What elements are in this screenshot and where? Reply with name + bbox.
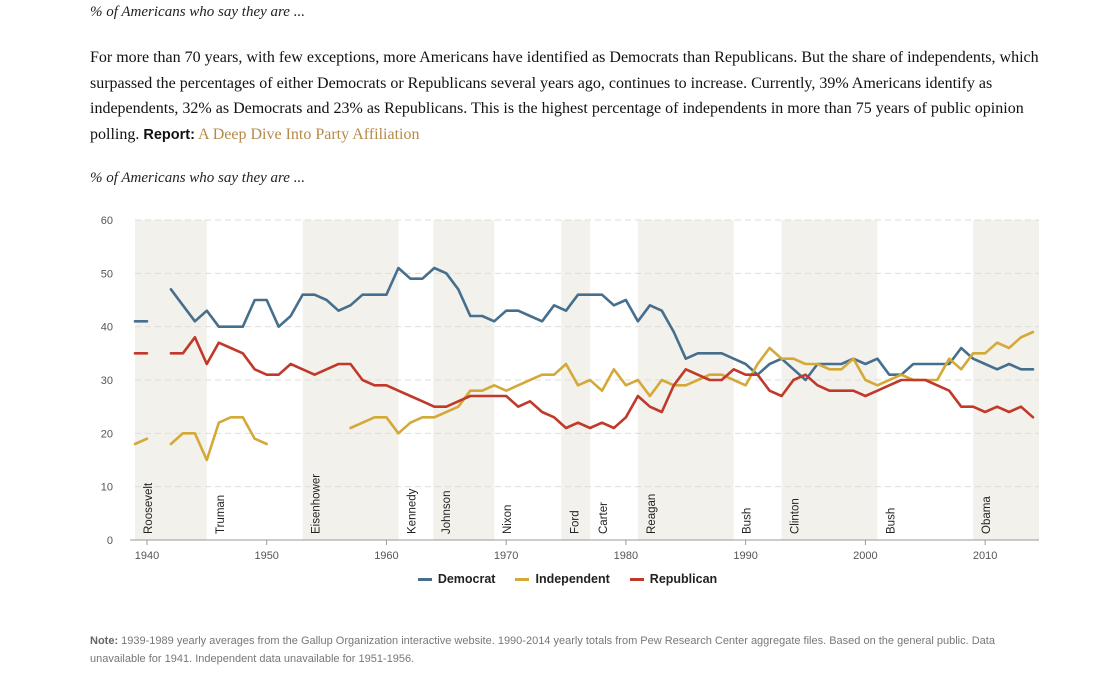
note-label: Note: <box>90 635 119 647</box>
presidency-label: Johnson <box>441 491 453 534</box>
report-link[interactable]: A Deep Dive Into Party Affiliation <box>198 125 420 143</box>
legend-independent-swatch <box>515 577 530 581</box>
note-text: 1939-1989 yearly averages from the Gallu… <box>90 635 995 665</box>
presidency-label: Ford <box>569 510 581 534</box>
series-line-independent <box>133 437 149 446</box>
series-line-republican <box>169 336 1035 430</box>
note: Note: 1939-1989 yearly averages from the… <box>90 632 1050 668</box>
top-caption: % of Americans who say they are ... <box>90 4 305 20</box>
legend-democrat-swatch <box>417 577 432 581</box>
x-tick-label: 1940 <box>135 550 159 562</box>
presidency-label: Roosevelt <box>143 482 155 534</box>
report-label: Report: <box>143 126 195 143</box>
presidency-label: Clinton <box>790 498 802 534</box>
presidency-label: Carter <box>598 502 610 534</box>
x-tick-label: 1960 <box>374 550 398 562</box>
y-tick-label: 0 <box>107 535 113 547</box>
y-tick-label: 60 <box>101 215 113 227</box>
presidency-label: Reagan <box>646 494 658 534</box>
x-tick-label: 2000 <box>853 550 877 562</box>
x-tick-label: 2010 <box>973 550 997 562</box>
presidency-label: Bush <box>742 508 754 534</box>
legend-democrat: Democrat <box>417 572 496 586</box>
intro-paragraph: For more than 70 years, with few excepti… <box>90 45 1050 148</box>
x-tick-label: 1950 <box>254 550 278 562</box>
presidency-label: Truman <box>215 495 227 534</box>
y-tick-label: 10 <box>101 482 113 494</box>
y-tick-label: 20 <box>101 428 113 440</box>
y-tick-label: 40 <box>101 322 113 334</box>
legend-republican-label: Republican <box>649 572 718 586</box>
presidency-label: Eisenhower <box>311 474 323 534</box>
y-tick-label: 30 <box>101 375 113 387</box>
presidency-label: Obama <box>981 496 993 534</box>
series-line-independent <box>169 416 268 462</box>
x-axis: 1940 1950 1960 1970 1980 1990 2000 2010 <box>130 539 1039 562</box>
x-tick-label: 1980 <box>614 550 638 562</box>
y-axis: 0 10 20 30 40 50 60 <box>101 215 113 547</box>
presidency-label: Nixon <box>502 505 514 534</box>
presidency-labels: Roosevelt Truman Eisenhower Kennedy Johnson N… <box>143 474 993 534</box>
x-tick-label: 1990 <box>733 550 757 562</box>
legend-independent: Independent <box>515 572 610 586</box>
intro-text: For more than 70 years, with few excepti… <box>90 49 1039 143</box>
party-affiliation-chart: Roosevelt Truman Eisenhower Kennedy Johnson N… <box>101 215 1039 562</box>
legend-republican-swatch <box>629 577 644 581</box>
presidency-label: Bush <box>885 508 897 534</box>
presidency-label: Kennedy <box>406 488 418 534</box>
legend-republican: Republican <box>629 572 718 586</box>
legend: Democrat Independent Republican <box>0 572 1095 586</box>
legend-democrat-label: Democrat <box>437 572 496 586</box>
series-line-democrat <box>169 266 1035 382</box>
chart-caption: % of Americans who say they are ... <box>90 170 305 186</box>
legend-independent-label: Independent <box>535 572 610 586</box>
series-lines <box>133 266 1035 462</box>
x-tick-label: 1970 <box>494 550 518 562</box>
y-tick-label: 50 <box>101 268 113 280</box>
